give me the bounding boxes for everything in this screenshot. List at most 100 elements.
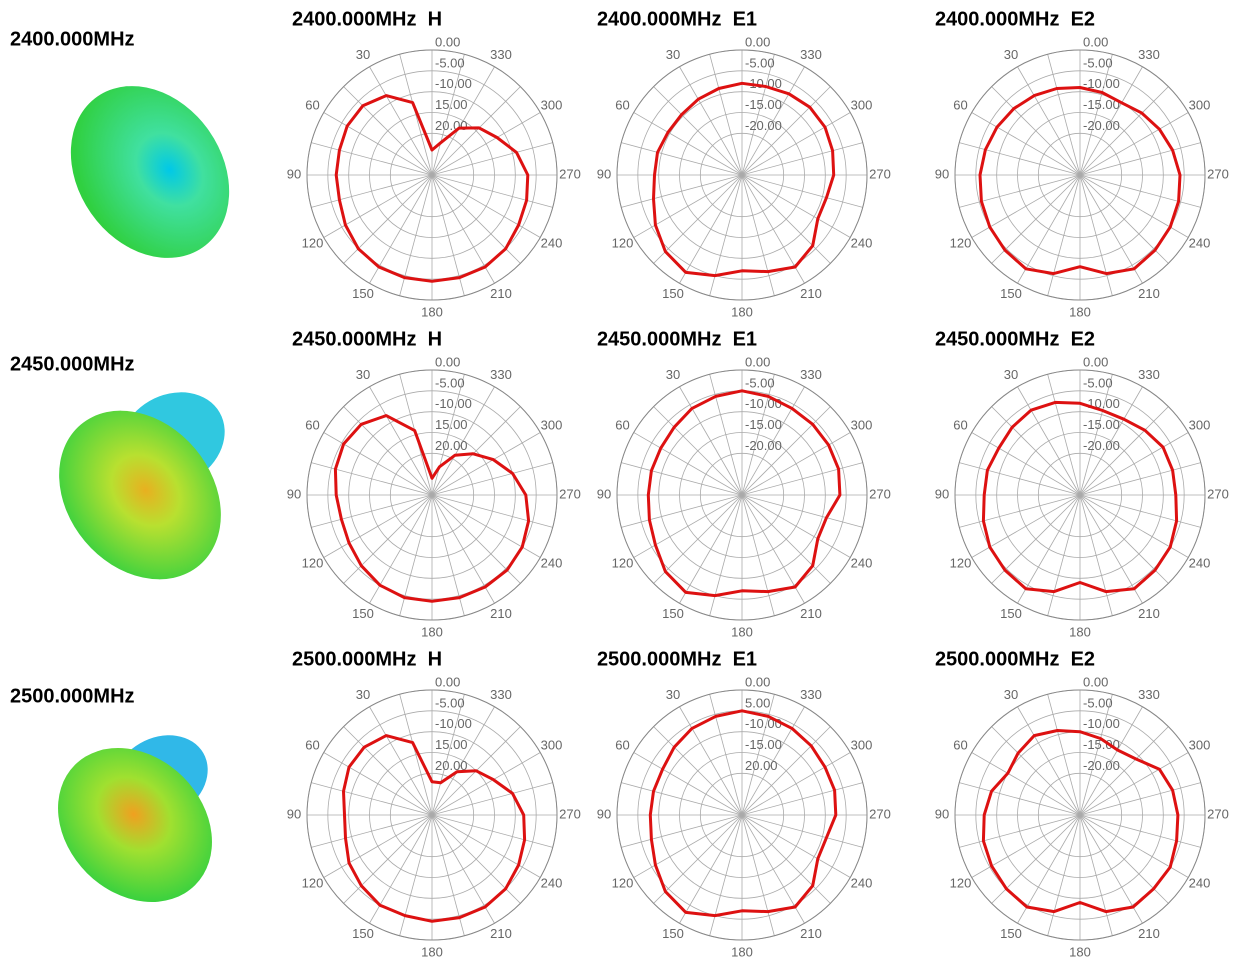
theta-tick-label: 300 — [1189, 97, 1211, 112]
theta-tick-label: 60 — [305, 417, 319, 432]
r-tick-label: 0.00 — [745, 354, 770, 369]
r-tick-label: -5.00 — [1083, 375, 1113, 390]
theta-tick-label: 300 — [851, 97, 873, 112]
theta-tick-label: 150 — [662, 286, 684, 301]
r-tick-label: -10.00 — [745, 396, 782, 411]
theta-tick-label: 120 — [950, 555, 972, 570]
theta-tick-label: 90 — [287, 166, 301, 181]
theta-tick-label: 30 — [1004, 367, 1018, 382]
theta-tick-label: 240 — [851, 235, 873, 250]
theta-tick-label: 150 — [352, 606, 374, 621]
theta-tick-label: 330 — [1138, 687, 1160, 702]
theta-tick-label: 180 — [1069, 944, 1091, 959]
theta-tick-label: 300 — [1189, 737, 1211, 752]
theta-tick-label: 120 — [612, 875, 634, 890]
r-tick-label: -5.00 — [745, 55, 775, 70]
theta-tick-label: 150 — [1000, 286, 1022, 301]
chart-title: 2400.000MHz H — [292, 8, 442, 30]
theta-tick-label: 60 — [953, 97, 967, 112]
theta-tick-label: 180 — [421, 304, 443, 319]
theta-tick-label: 270 — [559, 486, 581, 501]
r-tick-label: 0.00 — [745, 674, 770, 689]
theta-tick-label: 120 — [302, 235, 324, 250]
r-tick-label: 0.00 — [1083, 354, 1108, 369]
theta-tick-label: 30 — [1004, 47, 1018, 62]
r-tick-label: 15.00 — [435, 417, 468, 432]
r-tick-label: 0.00 — [1083, 674, 1108, 689]
theta-tick-label: 90 — [597, 806, 611, 821]
theta-tick-label: 300 — [1189, 417, 1211, 432]
theta-tick-label: 300 — [851, 737, 873, 752]
r-tick-label: -15.00 — [1083, 417, 1120, 432]
theta-tick-label: 30 — [666, 367, 680, 382]
r-tick-label: 20.00 — [435, 438, 468, 453]
theta-tick-label: 90 — [597, 486, 611, 501]
theta-tick-label: 330 — [1138, 47, 1160, 62]
theta-tick-label: 90 — [935, 806, 949, 821]
theta-tick-label: 180 — [731, 624, 753, 639]
theta-tick-label: 330 — [1138, 367, 1160, 382]
r-tick-label: -5.00 — [1083, 695, 1113, 710]
r-tick-label: -15.00 — [745, 97, 782, 112]
theta-tick-label: 120 — [612, 555, 634, 570]
theta-tick-label: 270 — [869, 166, 891, 181]
r-tick-label: -20.00 — [1083, 758, 1120, 773]
theta-tick-label: 270 — [869, 486, 891, 501]
theta-tick-label: 330 — [800, 367, 822, 382]
r-tick-label: 0.00 — [435, 34, 460, 49]
r-tick-label: 0.00 — [435, 354, 460, 369]
r-tick-label: -10.00 — [435, 76, 472, 91]
theta-tick-label: 120 — [950, 235, 972, 250]
theta-tick-label: 60 — [953, 417, 967, 432]
theta-tick-label: 330 — [800, 687, 822, 702]
theta-tick-label: 270 — [559, 806, 581, 821]
r-tick-label: -20.00 — [1083, 438, 1120, 453]
theta-tick-label: 300 — [541, 97, 563, 112]
theta-tick-label: 300 — [541, 417, 563, 432]
r-tick-label: 20.00 — [435, 118, 468, 133]
pattern-line — [983, 731, 1178, 912]
theta-tick-label: 210 — [490, 286, 512, 301]
theta-tick-label: 330 — [490, 367, 512, 382]
theta-tick-label: 180 — [421, 624, 443, 639]
chart-title: 2400.000MHz E2 — [935, 8, 1095, 30]
theta-tick-label: 240 — [1189, 875, 1211, 890]
theta-tick-label: 330 — [490, 687, 512, 702]
theta-tick-label: 60 — [615, 737, 629, 752]
r-tick-label: -5.00 — [745, 375, 775, 390]
theta-tick-label: 90 — [597, 166, 611, 181]
theta-tick-label: 30 — [1004, 687, 1018, 702]
theta-tick-label: 150 — [1000, 926, 1022, 941]
theta-tick-label: 150 — [352, 926, 374, 941]
theta-tick-label: 240 — [1189, 235, 1211, 250]
theta-tick-label: 150 — [662, 606, 684, 621]
theta-tick-label: 30 — [356, 367, 370, 382]
theta-tick-label: 300 — [541, 737, 563, 752]
r-tick-label: -20.00 — [745, 118, 782, 133]
r-tick-label: 0.00 — [435, 674, 460, 689]
page: 2400.000MHz2450.000MHz2500.000MHz2400.00… — [0, 0, 1258, 962]
theta-tick-label: 60 — [305, 97, 319, 112]
chart-title: 2400.000MHz E1 — [597, 8, 757, 30]
theta-tick-label: 240 — [541, 235, 563, 250]
theta-tick-label: 210 — [800, 926, 822, 941]
theta-tick-label: 60 — [615, 417, 629, 432]
theta-tick-label: 240 — [851, 555, 873, 570]
theta-tick-label: 60 — [953, 737, 967, 752]
r-tick-label: 15.00 — [435, 737, 468, 752]
chart-title: 2450.000MHz H — [292, 328, 442, 350]
chart-title: 2500.000MHz E1 — [597, 648, 757, 670]
r-tick-label: -10.00 — [435, 396, 472, 411]
r-tick-label: 0.00 — [1083, 34, 1108, 49]
theta-tick-label: 330 — [490, 47, 512, 62]
theta-tick-label: 300 — [851, 417, 873, 432]
frequency-label: 2500.000MHz — [10, 685, 135, 707]
theta-tick-label: 180 — [1069, 624, 1091, 639]
r-tick-label: -5.00 — [435, 375, 465, 390]
theta-tick-label: 210 — [490, 926, 512, 941]
theta-tick-label: 120 — [302, 875, 324, 890]
theta-tick-label: 270 — [559, 166, 581, 181]
theta-tick-label: 180 — [1069, 304, 1091, 319]
theta-tick-label: 210 — [1138, 926, 1160, 941]
frequency-label: 2450.000MHz — [10, 353, 135, 375]
